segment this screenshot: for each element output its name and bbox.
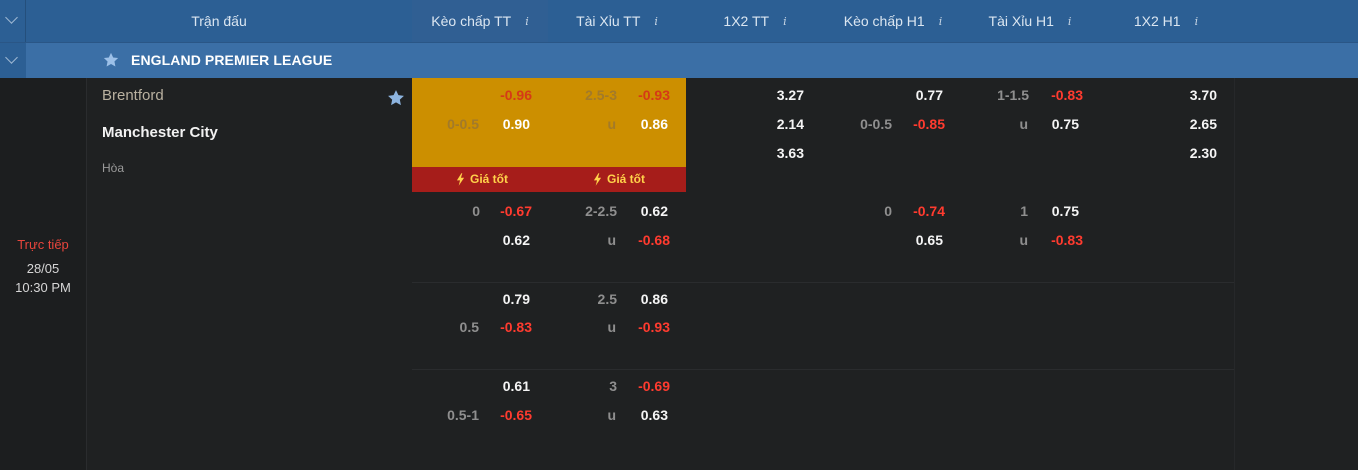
odds-ou-ft-over[interactable]: -0.69 bbox=[638, 378, 670, 394]
col-header-match: Trận đấu bbox=[191, 13, 247, 29]
odds-hdp-ft-away[interactable]: 0.62 bbox=[502, 232, 530, 248]
hdp-ft-line: 0.5-1 bbox=[447, 407, 479, 423]
best-price-badge: Giá tốt bbox=[456, 172, 508, 186]
odds-hdp-ft-away[interactable]: 0.90 bbox=[502, 116, 530, 132]
home-team[interactable]: Brentford bbox=[102, 87, 164, 104]
league-collapse-toggle[interactable] bbox=[0, 43, 26, 79]
odds-hdp-ft-home[interactable]: 0.79 bbox=[502, 291, 530, 307]
hdp-h1-line: 0 bbox=[884, 203, 892, 219]
odds-hdp-ft-home[interactable]: -0.67 bbox=[500, 203, 532, 219]
info-icon[interactable]: i bbox=[783, 14, 787, 28]
info-icon[interactable]: i bbox=[1194, 14, 1199, 28]
chevron-down-icon bbox=[5, 11, 18, 24]
odds-ou-h1-over[interactable]: 0.75 bbox=[1051, 203, 1079, 219]
row-divider bbox=[412, 369, 1234, 370]
info-icon[interactable]: i bbox=[654, 14, 658, 28]
ou-ft-line: 2-2.5 bbox=[585, 203, 617, 219]
odds-1x2-h1-draw[interactable]: 2.30 bbox=[1189, 145, 1217, 161]
odds-ou-h1-over[interactable]: -0.83 bbox=[1051, 87, 1083, 103]
info-icon[interactable]: i bbox=[1067, 14, 1072, 28]
collapse-all-toggle[interactable] bbox=[0, 0, 26, 42]
league-name: ENGLAND PREMIER LEAGUE bbox=[131, 52, 333, 68]
odds-hdp-ft-away[interactable]: -0.83 bbox=[500, 319, 532, 335]
ou-ft-line: 2.5-3 bbox=[585, 87, 617, 103]
odds-ou-ft-under[interactable]: -0.68 bbox=[638, 232, 670, 248]
info-icon[interactable]: i bbox=[938, 14, 943, 28]
odds-1x2-ft-draw[interactable]: 3.63 bbox=[776, 145, 804, 161]
hdp-h1-line: 0-0.5 bbox=[860, 116, 892, 132]
col-header-1x2-h1[interactable]: 1X2 H1 i bbox=[1133, 13, 1199, 29]
odds-ou-ft-over[interactable]: -0.93 bbox=[638, 87, 670, 103]
match-date: 28/05 bbox=[26, 261, 60, 276]
lightning-icon bbox=[593, 172, 602, 186]
odds-1x2-ft-away[interactable]: 2.14 bbox=[776, 116, 804, 132]
hdp-ft-line: 0 bbox=[472, 203, 480, 219]
ou-ft-under-marker: u bbox=[607, 116, 616, 132]
ou-ft-line: 3 bbox=[609, 378, 617, 394]
odds-hdp-h1-home[interactable]: -0.74 bbox=[913, 203, 945, 219]
col-header-hdp-ft[interactable]: Kèo chấp TT i bbox=[412, 0, 548, 42]
odds-1x2-h1-home[interactable]: 3.70 bbox=[1189, 87, 1217, 103]
ou-h1-under-marker: u bbox=[1019, 232, 1028, 248]
lightning-icon bbox=[456, 172, 465, 186]
odds-ou-h1-under[interactable]: 0.75 bbox=[1051, 116, 1079, 132]
odds-1x2-ft-home[interactable]: 3.27 bbox=[776, 87, 804, 103]
chevron-down-icon bbox=[5, 51, 18, 64]
odds-1x2-h1-away[interactable]: 2.65 bbox=[1189, 116, 1217, 132]
table-header: Trận đấu Kèo chấp TT i Tài Xỉu TT i 1X2 … bbox=[0, 0, 1358, 42]
ou-ft-under-marker: u bbox=[607, 232, 616, 248]
col-header-ou-h1[interactable]: Tài Xỉu H1 i bbox=[988, 13, 1072, 29]
ou-ft-under-marker: u bbox=[607, 319, 616, 335]
star-icon[interactable] bbox=[102, 51, 120, 69]
info-icon[interactable]: i bbox=[525, 14, 529, 28]
away-team[interactable]: Manchester City bbox=[102, 124, 218, 141]
draw-label: Hòa bbox=[102, 161, 125, 175]
odds-ou-ft-under[interactable]: -0.93 bbox=[638, 319, 670, 335]
column-divider bbox=[1234, 78, 1235, 470]
col-header-1x2-ft[interactable]: 1X2 TT i bbox=[723, 13, 787, 29]
col-header-hdp-h1[interactable]: Kèo chấp H1 i bbox=[843, 13, 943, 29]
odds-hdp-h1-home[interactable]: 0.77 bbox=[915, 87, 943, 103]
odds-ou-ft-over[interactable]: 0.62 bbox=[640, 203, 668, 219]
col-header-ou-ft[interactable]: Tài Xỉu TT i bbox=[576, 13, 658, 29]
odds-ou-h1-under[interactable]: -0.83 bbox=[1051, 232, 1083, 248]
ou-h1-line: 1 bbox=[1020, 203, 1028, 219]
best-price-bar: Giá tốt Giá tốt bbox=[412, 167, 686, 192]
odds-ou-ft-under[interactable]: 0.86 bbox=[640, 116, 668, 132]
odds-ou-ft-under[interactable]: 0.63 bbox=[640, 407, 668, 423]
best-price-badge: Giá tốt bbox=[593, 172, 645, 186]
live-status: Trực tiếp bbox=[17, 237, 69, 252]
league-row[interactable]: ENGLAND PREMIER LEAGUE bbox=[0, 42, 1358, 79]
match-time-cell: Trực tiếp 28/05 10:30 PM bbox=[0, 78, 86, 470]
hdp-ft-line: 0.5 bbox=[459, 319, 479, 335]
odds-hdp-ft-away[interactable]: -0.65 bbox=[500, 407, 532, 423]
row-divider bbox=[412, 282, 1234, 283]
odds-hdp-h1-away[interactable]: 0.65 bbox=[915, 232, 943, 248]
match-time: 10:30 PM bbox=[15, 280, 71, 295]
favorite-star-icon[interactable] bbox=[386, 88, 406, 108]
ou-h1-under-marker: u bbox=[1019, 116, 1028, 132]
ou-ft-under-marker: u bbox=[607, 407, 616, 423]
odds-hdp-ft-home[interactable]: 0.61 bbox=[502, 378, 530, 394]
best-price-highlight bbox=[412, 78, 686, 167]
odds-ou-ft-over[interactable]: 0.86 bbox=[640, 291, 668, 307]
odds-hdp-h1-away[interactable]: -0.85 bbox=[913, 116, 945, 132]
teams-cell: Brentford Manchester City Hòa bbox=[86, 78, 412, 470]
ou-h1-line: 1-1.5 bbox=[997, 87, 1029, 103]
odds-hdp-ft-home[interactable]: -0.96 bbox=[500, 87, 532, 103]
ou-ft-line: 2.5 bbox=[597, 291, 617, 307]
hdp-ft-line: 0-0.5 bbox=[447, 116, 479, 132]
